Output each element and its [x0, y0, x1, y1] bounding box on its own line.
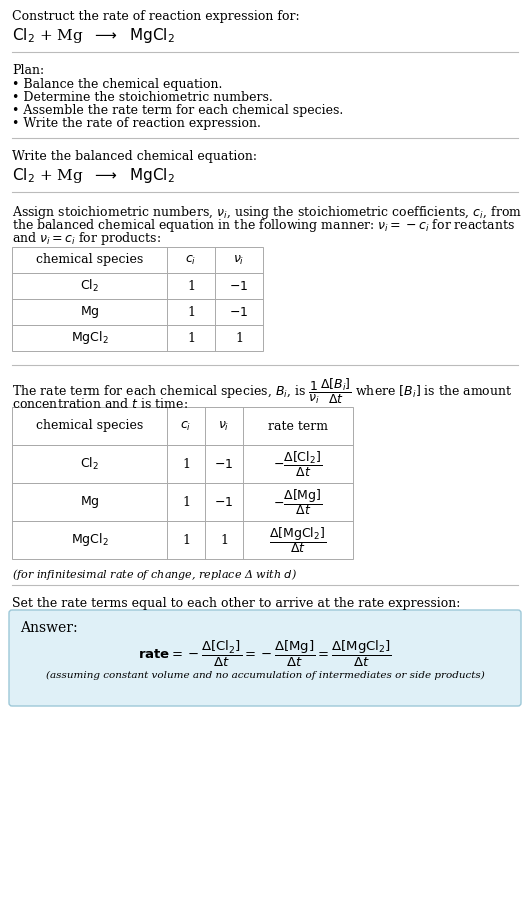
Text: $\dfrac{\Delta[\mathrm{MgCl_2}]}{\Delta t}$: $\dfrac{\Delta[\mathrm{MgCl_2}]}{\Delta … [269, 525, 326, 555]
Text: concentration and $t$ is time:: concentration and $t$ is time: [12, 397, 188, 411]
Bar [12, 325, 263, 351]
Text: $\mathrm{Mg}$: $\mathrm{Mg}$ [80, 304, 99, 320]
Text: 1: 1 [182, 458, 190, 470]
Text: $\nu_i$: $\nu_i$ [233, 254, 245, 267]
Text: • Determine the stoichiometric numbers.: • Determine the stoichiometric numbers. [12, 91, 273, 104]
Text: Assign stoichiometric numbers, $\nu_i$, using the stoichiometric coefficients, $: Assign stoichiometric numbers, $\nu_i$, … [12, 204, 522, 221]
Bar [12, 247, 263, 273]
Text: chemical species: chemical species [36, 254, 143, 267]
Text: Set the rate terms equal to each other to arrive at the rate expression:: Set the rate terms equal to each other t… [12, 597, 461, 610]
Text: Answer:: Answer: [20, 621, 77, 635]
Text: (assuming constant volume and no accumulation of intermediates or side products): (assuming constant volume and no accumul… [46, 671, 484, 680]
Text: • Assemble the rate term for each chemical species.: • Assemble the rate term for each chemic… [12, 104, 343, 117]
Text: Write the balanced chemical equation:: Write the balanced chemical equation: [12, 150, 257, 163]
Text: $c_i$: $c_i$ [180, 420, 192, 432]
Text: The rate term for each chemical species, $B_i$, is $\dfrac{1}{\nu_i}\dfrac{\Delt: The rate term for each chemical species,… [12, 377, 513, 406]
Text: 1: 1 [220, 533, 228, 547]
Text: $-\dfrac{\Delta[\mathrm{Mg}]}{\Delta t}$: $-\dfrac{\Delta[\mathrm{Mg}]}{\Delta t}$ [273, 487, 323, 517]
Text: • Balance the chemical equation.: • Balance the chemical equation. [12, 78, 223, 91]
Text: $-1$: $-1$ [215, 496, 234, 509]
Text: and $\nu_i = c_i$ for products:: and $\nu_i = c_i$ for products: [12, 230, 161, 247]
Bar [12, 407, 353, 445]
Bar [12, 273, 263, 299]
Text: Construct the rate of reaction expression for:: Construct the rate of reaction expressio… [12, 10, 299, 23]
Text: 1: 1 [235, 331, 243, 345]
Bar [12, 445, 353, 483]
Text: the balanced chemical equation in the following manner: $\nu_i = -c_i$ for react: the balanced chemical equation in the fo… [12, 217, 515, 234]
Text: $\nu_i$: $\nu_i$ [218, 420, 229, 432]
Text: $\mathrm{Cl_2}$ + Mg  $\longrightarrow$  $\mathrm{MgCl_2}$: $\mathrm{Cl_2}$ + Mg $\longrightarrow$ $… [12, 166, 175, 185]
Text: $\mathbf{rate} = -\dfrac{\Delta[\mathrm{Cl_2}]}{\Delta t} = -\dfrac{\Delta[\math: $\mathbf{rate} = -\dfrac{\Delta[\mathrm{… [138, 639, 392, 669]
Text: $c_i$: $c_i$ [186, 254, 197, 267]
Text: Plan:: Plan: [12, 64, 44, 77]
Text: 1: 1 [182, 496, 190, 509]
Text: $-1$: $-1$ [229, 306, 249, 318]
Bar [12, 483, 353, 521]
Text: chemical species: chemical species [36, 420, 143, 432]
Text: $-1$: $-1$ [229, 279, 249, 292]
Text: $\mathrm{MgCl_2}$: $\mathrm{MgCl_2}$ [70, 531, 108, 549]
Text: $\mathrm{MgCl_2}$: $\mathrm{MgCl_2}$ [70, 329, 108, 347]
Text: $-\dfrac{\Delta[\mathrm{Cl_2}]}{\Delta t}$: $-\dfrac{\Delta[\mathrm{Cl_2}]}{\Delta t… [273, 450, 323, 479]
Text: 1: 1 [187, 331, 195, 345]
Text: $\mathrm{Cl_2}$: $\mathrm{Cl_2}$ [80, 278, 99, 294]
Bar [12, 299, 263, 325]
Text: 1: 1 [187, 306, 195, 318]
Text: $\mathrm{Cl_2}$ + Mg  $\longrightarrow$  $\mathrm{MgCl_2}$: $\mathrm{Cl_2}$ + Mg $\longrightarrow$ $… [12, 26, 175, 45]
Text: $\mathrm{Mg}$: $\mathrm{Mg}$ [80, 494, 99, 510]
Text: (for infinitesimal rate of change, replace Δ with $d$): (for infinitesimal rate of change, repla… [12, 567, 297, 582]
FancyBboxPatch shape [9, 610, 521, 706]
Bar [12, 521, 353, 559]
Text: 1: 1 [182, 533, 190, 547]
Text: 1: 1 [187, 279, 195, 292]
Text: rate term: rate term [268, 420, 328, 432]
Text: $\mathrm{Cl_2}$: $\mathrm{Cl_2}$ [80, 456, 99, 472]
Text: $-1$: $-1$ [215, 458, 234, 470]
Text: • Write the rate of reaction expression.: • Write the rate of reaction expression. [12, 117, 261, 130]
